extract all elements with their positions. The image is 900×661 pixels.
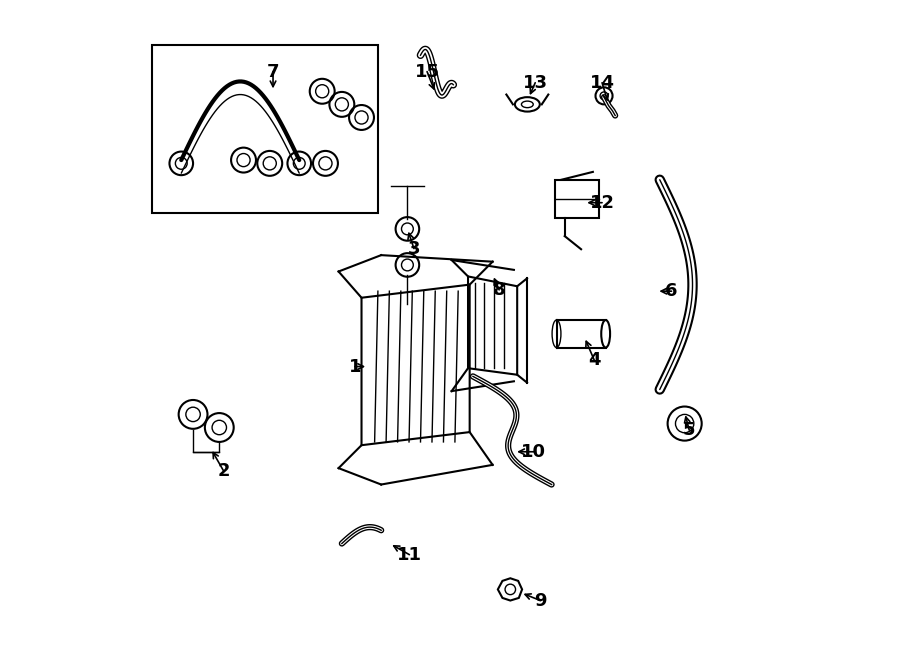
Text: 2: 2 [218,463,230,481]
Bar [555,180,599,217]
Text: 9: 9 [535,592,546,609]
Text: 7: 7 [266,63,279,81]
Text: 3: 3 [408,239,420,258]
Text: 10: 10 [521,443,546,461]
Bar [152,46,378,213]
Text: 13: 13 [523,74,548,92]
Text: 12: 12 [590,194,615,212]
Text: 6: 6 [665,282,678,300]
Text: 5: 5 [683,421,696,439]
Text: 8: 8 [493,281,506,299]
Text: 14: 14 [590,74,615,92]
Text: 15: 15 [415,63,439,81]
Text: 11: 11 [397,546,422,564]
Text: 4: 4 [588,351,600,369]
Text: 1: 1 [348,358,361,375]
